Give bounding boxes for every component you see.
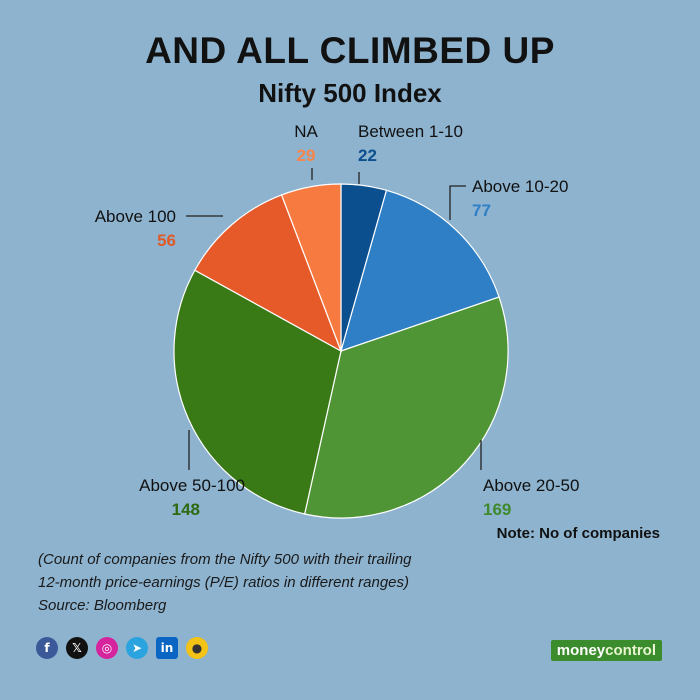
chart-subtitle: Nifty 500 Index <box>258 78 442 108</box>
pie-slice-above-10-20 <box>340 189 500 352</box>
pie-slice-above-100 <box>194 194 343 353</box>
slice-label-above-100: Above 100 <box>95 207 176 226</box>
slice-value-na: 29 <box>297 146 316 165</box>
slice-label-above-20-50: Above 20-50 <box>483 476 579 495</box>
slice-label-between-1-10: Between 1-10 <box>358 122 463 141</box>
telegram-icon[interactable]: ➤ <box>126 637 148 659</box>
moneycontrol-logo[interactable]: moneycontrol <box>550 640 662 661</box>
instagram-icon[interactable]: ◎ <box>96 637 118 659</box>
slice-label-above-10-20: Above 10-20 <box>472 177 568 196</box>
page-title: AND ALL CLIMBED UP <box>145 30 555 71</box>
facebook-icon[interactable]: f <box>36 637 58 659</box>
logo-part-1: money <box>556 642 606 659</box>
x-icon[interactable]: 𝕏 <box>66 637 88 659</box>
slice-value-above-10-20: 77 <box>472 201 491 220</box>
linkedin-icon[interactable]: in <box>156 637 178 659</box>
chart-caption: (Count of companies from the Nifty 500 w… <box>38 548 578 617</box>
slice-label-above-50-100: Above 50-100 <box>139 476 245 495</box>
leader-line-above-10-20 <box>449 185 466 220</box>
slice-value-between-1-10: 22 <box>358 146 377 165</box>
caption-line-1: (Count of companies from the Nifty 500 w… <box>38 551 412 568</box>
slice-value-above-50-100: 148 <box>172 500 200 519</box>
slice-value-above-20-50: 169 <box>483 500 511 519</box>
pie-slice-above-50-100 <box>173 269 342 515</box>
pie-slice-above-20-50 <box>303 296 509 519</box>
logo-part-2: control <box>605 642 656 659</box>
caption-line-2: 12-month price-earnings (P/E) ratios in … <box>38 574 410 591</box>
slice-label-na: NA <box>294 122 318 141</box>
slice-value-above-100: 56 <box>157 231 176 250</box>
chart-note: Note: No of companies <box>496 525 660 542</box>
social-links: f 𝕏 ◎ ➤ in ● <box>36 637 208 659</box>
pie-slice-na <box>280 183 342 352</box>
caption-source: Source: Bloomberg <box>38 597 167 614</box>
koo-icon[interactable]: ● <box>186 637 208 659</box>
